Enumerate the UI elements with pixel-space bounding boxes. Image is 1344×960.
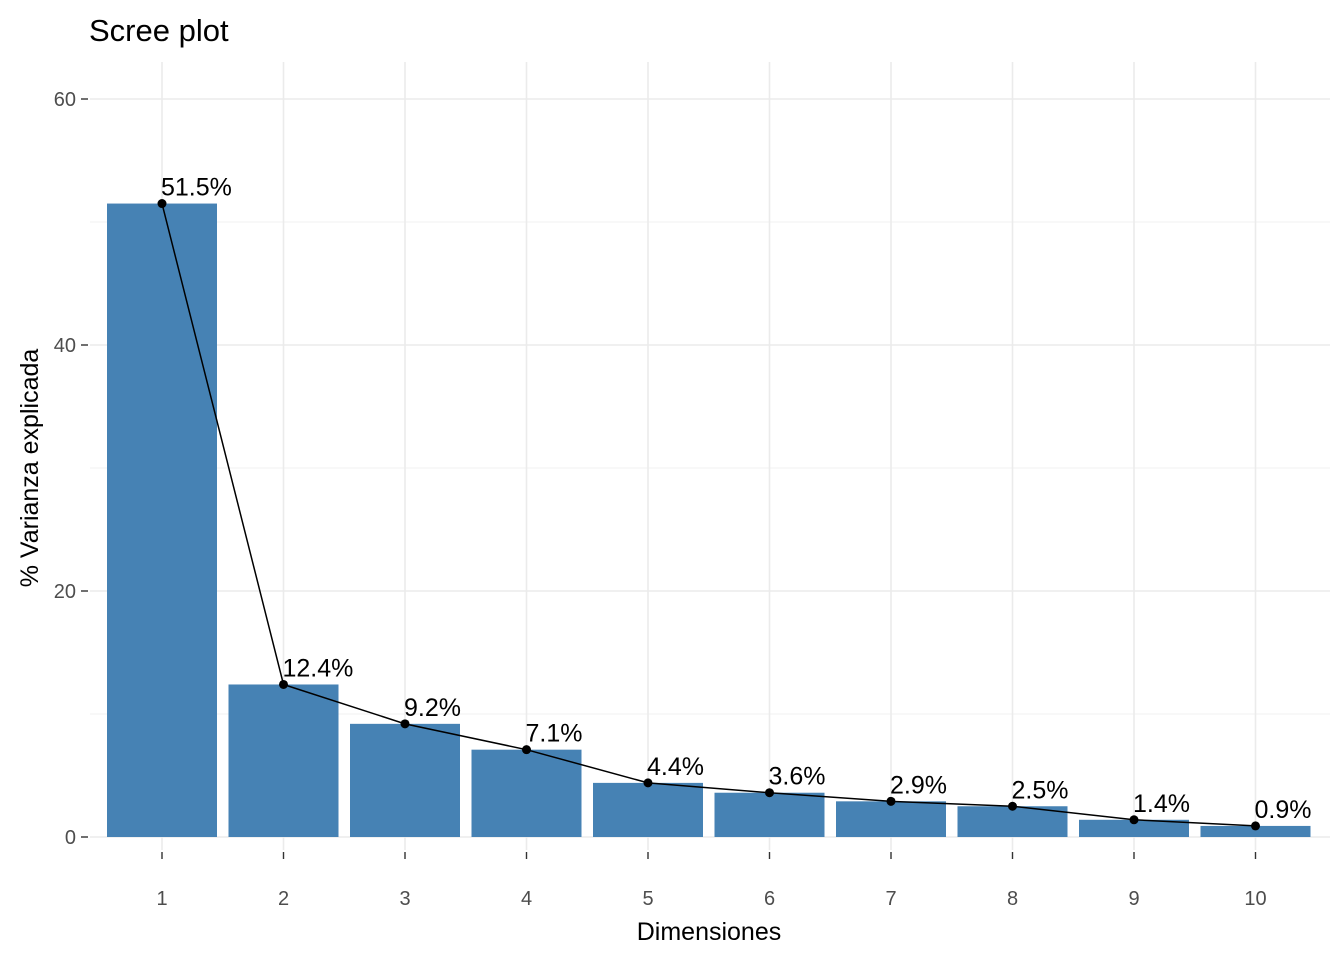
bar-dim-5 [593, 782, 703, 837]
bar-dim-6 [714, 792, 825, 837]
data-label-dim-10: 0.9% [1255, 796, 1312, 824]
bar-dim-9 [1079, 819, 1189, 837]
bar-dim-1 [107, 203, 217, 838]
x-tick-label: 3 [399, 888, 410, 910]
point-dim-1 [157, 199, 167, 209]
data-label-dim-6: 3.6% [769, 763, 826, 791]
y-tick-label: 40 [54, 335, 76, 357]
point-dim-7 [886, 796, 896, 806]
x-tick-label: 10 [1244, 888, 1266, 910]
y-axis: 0 20 40 60 [54, 89, 88, 849]
bar-dim-7 [836, 801, 946, 837]
chart-title: Scree plot [89, 13, 229, 48]
x-axis: 1 2 3 4 5 6 7 8 9 10 [156, 852, 1267, 910]
x-tick-label: 8 [1007, 888, 1018, 910]
bar-dim-8 [957, 806, 1068, 837]
x-axis-title: Dimensiones [637, 918, 782, 946]
bar-dim-2 [228, 684, 339, 837]
point-dim-9 [1129, 815, 1139, 825]
data-label-dim-2: 12.4% [283, 654, 354, 682]
grid [90, 62, 1330, 850]
data-labels: 51.5% 12.4% 9.2% 7.1% 4.4% 3.6% 2.9% 2.5% 1.4% 0.… [161, 174, 1311, 824]
data-label-dim-8: 2.5% [1012, 776, 1069, 804]
data-label-dim-1: 51.5% [161, 174, 232, 202]
y-axis-title: % Varianza explicada [16, 349, 44, 588]
bar-dim-4 [471, 749, 582, 837]
point-dim-3 [400, 719, 410, 729]
point-dim-2 [279, 679, 288, 689]
y-tick-label: 60 [54, 89, 76, 111]
data-label-dim-7: 2.9% [890, 771, 947, 799]
data-label-dim-3: 9.2% [404, 694, 461, 722]
y-tick-label: 20 [54, 581, 76, 603]
point-dim-6 [765, 788, 774, 798]
data-label-dim-5: 4.4% [647, 753, 704, 781]
bar-dim-10 [1200, 825, 1311, 837]
x-tick-label: 2 [278, 888, 289, 910]
variance-points [157, 199, 1260, 831]
point-dim-4 [522, 745, 531, 755]
variance-line-layer [161, 203, 1256, 827]
x-tick-label: 4 [521, 888, 532, 910]
point-dim-8 [1008, 801, 1017, 811]
data-label-dim-4: 7.1% [526, 720, 583, 748]
data-label-dim-9: 1.4% [1133, 790, 1190, 818]
bar-dim-3 [350, 723, 460, 837]
point-dim-10 [1251, 821, 1260, 831]
bars [107, 203, 1311, 838]
point-dim-5 [643, 778, 653, 788]
variance-line [161, 203, 1256, 827]
x-tick-label: 7 [885, 888, 896, 910]
y-tick-label: 0 [65, 827, 76, 849]
x-tick-label: 6 [764, 888, 775, 910]
x-tick-label: 1 [156, 888, 167, 910]
x-tick-label: 9 [1128, 888, 1139, 910]
x-tick-label: 5 [642, 888, 653, 910]
